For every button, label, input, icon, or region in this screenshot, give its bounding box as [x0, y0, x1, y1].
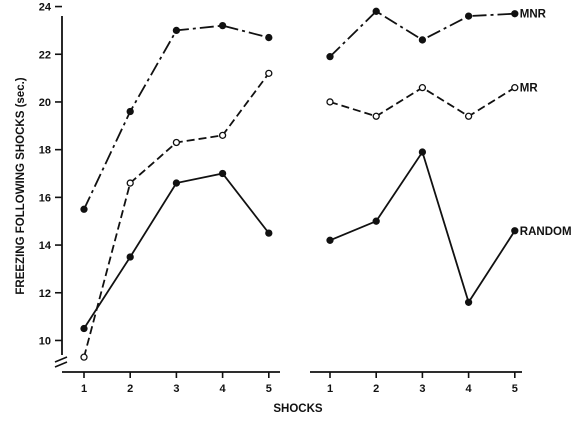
- data-point-mr: [126, 179, 134, 187]
- y-tick-label: 10: [39, 335, 51, 347]
- y-tick-label: 14: [39, 240, 52, 252]
- x-tick-label: 5: [512, 383, 518, 395]
- y-tick-label: 22: [39, 49, 51, 61]
- series-line-mnr: [329, 10, 515, 58]
- data-point-mr: [80, 353, 88, 361]
- data-point-random: [418, 148, 427, 156]
- series-label-mr: MR: [520, 83, 539, 95]
- data-point-mnr: [126, 107, 134, 116]
- x-tick-label: 1: [327, 383, 333, 395]
- series-line-mr: [83, 72, 270, 358]
- data-point-mr: [326, 98, 334, 106]
- data-point-mnr: [80, 205, 88, 213]
- x-tick-label: 4: [466, 383, 473, 395]
- x-tick-label: 5: [266, 383, 272, 395]
- y-tick-label: 24: [39, 2, 52, 14]
- data-point-random: [326, 236, 334, 244]
- data-point-mnr: [511, 10, 519, 18]
- y-tick-label: 12: [39, 288, 51, 300]
- data-point-mnr: [418, 36, 427, 44]
- data-point-random: [126, 253, 134, 261]
- data-point-mr: [418, 84, 427, 92]
- data-point-random: [511, 227, 519, 235]
- data-point-random: [172, 179, 181, 187]
- x-tick-label: 2: [373, 383, 379, 395]
- data-point-mnr: [265, 33, 273, 42]
- y-axis: 10 12 14 16 18 20 22 24: [39, 2, 68, 368]
- data-point-mnr: [326, 52, 334, 61]
- data-point-random: [80, 324, 88, 333]
- data-point-random: [372, 217, 380, 225]
- series-label-random: RANDOM: [520, 226, 572, 238]
- series-line-random: [329, 149, 516, 305]
- x-axis-label: SHOCKS: [273, 403, 323, 415]
- data-point-mnr: [464, 12, 473, 20]
- x-tick-label: 2: [127, 383, 133, 395]
- data-point-mnr: [372, 7, 380, 15]
- data-point-mr: [265, 69, 273, 77]
- x-tick-label: 1: [81, 383, 87, 395]
- x-tick-label: 3: [419, 383, 425, 395]
- data-point-mr: [218, 131, 227, 140]
- series-label-mnr: MNR: [520, 9, 547, 21]
- x-tick-label: 3: [173, 383, 179, 395]
- y-tick-label: 20: [39, 97, 51, 109]
- data-point-mr: [464, 112, 473, 120]
- data-point-mr: [511, 84, 519, 92]
- data-point-mnr: [172, 26, 181, 35]
- y-tick-label: 16: [39, 192, 51, 204]
- data-point-random: [464, 298, 473, 306]
- series-line-mr: [329, 86, 516, 118]
- x-tick-label: 4: [220, 383, 227, 395]
- data-point-mr: [172, 138, 181, 147]
- axis-break-mark: [54, 356, 68, 368]
- y-axis-label: FREEZING FOLLOWING SHOCKS (sec.): [15, 77, 27, 294]
- data-point-random: [265, 229, 273, 237]
- x-axes: 1 2 3 4 5 1 2 3 4 5: [62, 371, 522, 395]
- data-point-random: [218, 169, 227, 178]
- data-point-mnr: [218, 21, 227, 30]
- y-tick-label: 18: [39, 145, 51, 157]
- data-point-mr: [372, 112, 380, 120]
- y-ticks: 10 12 14 16 18 20 22 24: [39, 2, 62, 347]
- series-layer: MNR MR RANDOM: [80, 7, 572, 361]
